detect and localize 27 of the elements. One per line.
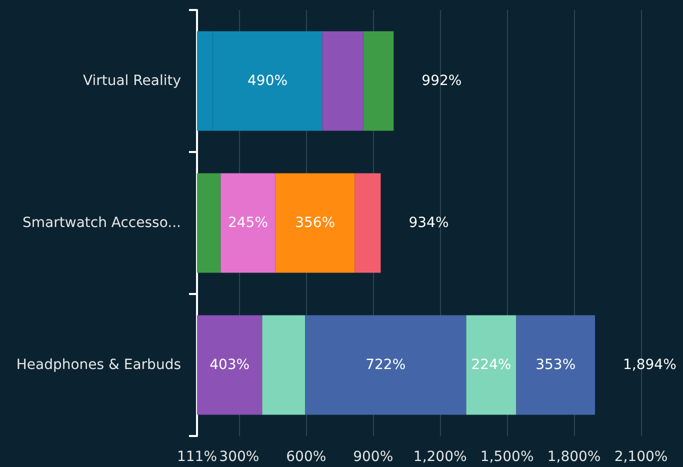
total-label: 1,894% bbox=[623, 357, 676, 373]
y-tick-label: Virtual Reality bbox=[82, 73, 181, 89]
bar bbox=[516, 315, 596, 415]
y-tick-label: Headphones & Earbuds bbox=[16, 357, 181, 373]
bar bbox=[220, 173, 276, 273]
x-tick-label: 300% bbox=[219, 449, 260, 465]
data-label: 353% bbox=[536, 357, 576, 373]
data-label: 224% bbox=[471, 357, 512, 373]
bar bbox=[363, 31, 394, 131]
bar bbox=[275, 173, 355, 273]
x-tick-label: 1,200% bbox=[413, 449, 467, 465]
data-label: 490% bbox=[248, 73, 288, 89]
x-tick-label: 600% bbox=[286, 449, 326, 465]
bar bbox=[322, 31, 364, 131]
x-tick-label: 111% bbox=[176, 449, 218, 465]
y-tick-label: Smartwatch Accesso... bbox=[22, 215, 181, 231]
total-label: 934% bbox=[408, 215, 449, 231]
data-label: 722% bbox=[366, 357, 406, 373]
data-label: 403% bbox=[210, 357, 250, 373]
data-label: 356% bbox=[295, 215, 336, 231]
x-tick-label: 1,500% bbox=[480, 449, 534, 465]
x-tick-label: 2,100% bbox=[614, 449, 668, 465]
bar bbox=[354, 173, 381, 273]
total-label: 992% bbox=[422, 73, 462, 89]
x-tick-label: 1,800% bbox=[547, 449, 601, 465]
x-tick-label: 900% bbox=[353, 449, 394, 465]
data-label: 245% bbox=[228, 215, 268, 231]
